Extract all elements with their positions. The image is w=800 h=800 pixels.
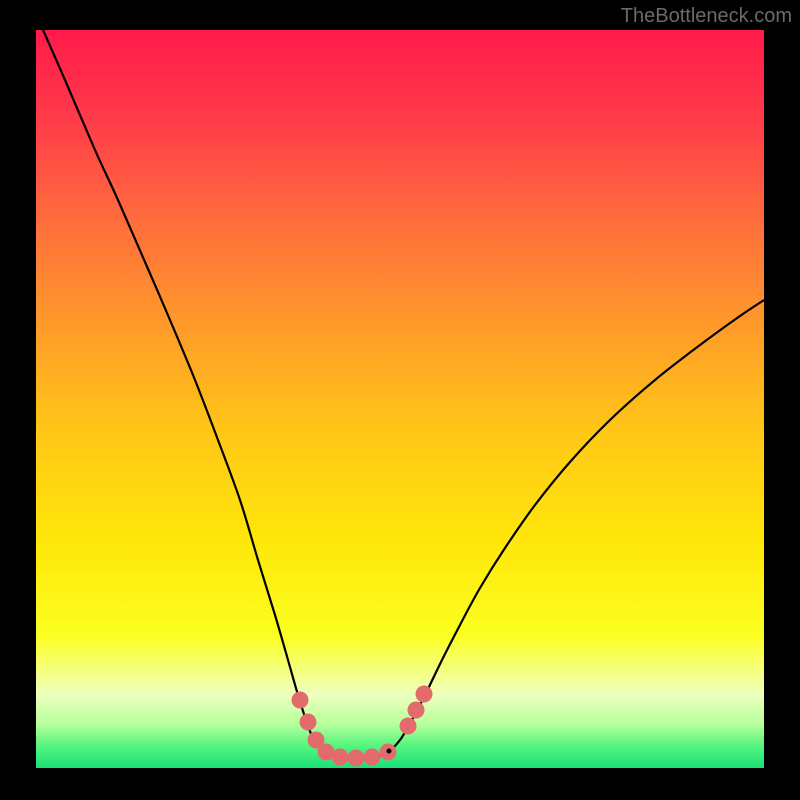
marker-dot xyxy=(300,714,317,731)
gradient-background xyxy=(36,30,764,768)
marker-dot xyxy=(408,702,425,719)
marker-dot xyxy=(416,686,433,703)
marker-dot xyxy=(348,750,365,767)
marker-dot xyxy=(292,692,309,709)
watermark-text: TheBottleneck.com xyxy=(621,5,792,28)
chart-container: { "watermark": { "text": "TheBottleneck.… xyxy=(0,0,800,800)
minimum-point xyxy=(387,749,392,754)
marker-dot xyxy=(332,749,349,766)
marker-dot xyxy=(364,749,381,766)
bottleneck-chart xyxy=(0,0,800,800)
marker-dot xyxy=(400,718,417,735)
